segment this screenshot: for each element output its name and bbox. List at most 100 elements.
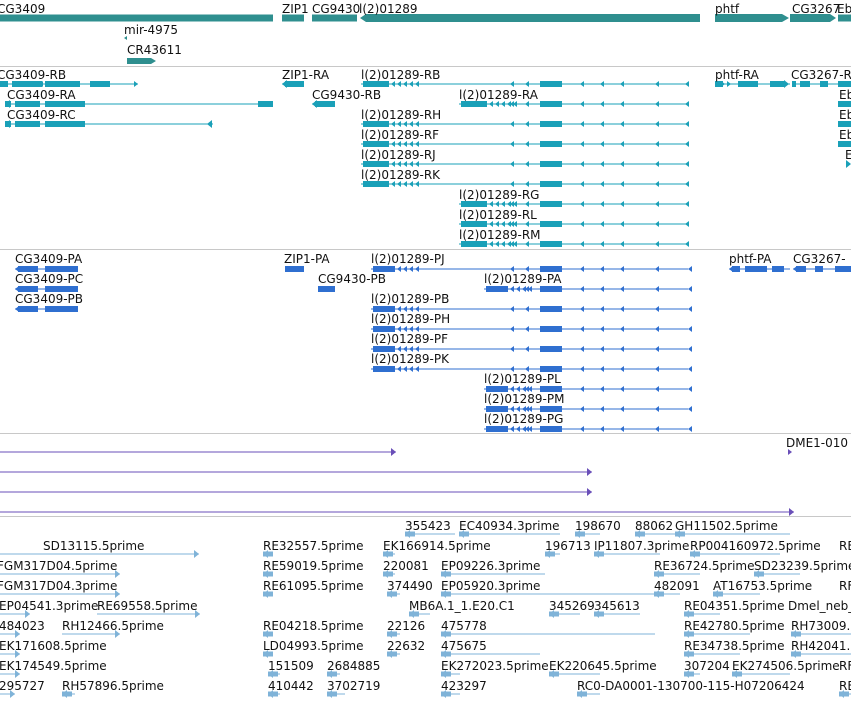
est-glyph[interactable] xyxy=(268,670,273,678)
transcript-glyph[interactable] xyxy=(461,201,487,207)
est-label[interactable]: EK272023.5prime xyxy=(441,659,549,673)
transcript-glyph[interactable] xyxy=(513,221,517,227)
transcript-glyph[interactable] xyxy=(397,121,401,127)
protein-glyph[interactable] xyxy=(516,286,520,292)
est-glyph[interactable] xyxy=(690,550,695,558)
est-label[interactable]: EK171608.5prime xyxy=(0,639,107,653)
transcript-glyph[interactable] xyxy=(403,181,407,187)
est-label[interactable]: RH57896.5prime xyxy=(62,679,164,693)
transcript-glyph[interactable] xyxy=(600,241,604,247)
transcript-glyph[interactable] xyxy=(391,141,395,147)
transcript-glyph[interactable] xyxy=(363,121,389,127)
transcript-glyph[interactable] xyxy=(5,100,10,108)
transcript-glyph[interactable] xyxy=(409,161,413,167)
gene-label[interactable]: l(2)01289 xyxy=(359,2,418,16)
protein-glyph[interactable] xyxy=(580,366,584,372)
transcript-glyph[interactable] xyxy=(507,241,511,247)
est-label[interactable]: 484023 xyxy=(0,619,45,633)
transcript-glyph[interactable] xyxy=(27,81,31,87)
transcript-glyph[interactable] xyxy=(391,181,395,187)
protein-glyph[interactable] xyxy=(540,426,562,432)
est-glyph[interactable] xyxy=(684,630,689,638)
transcript-label[interactable]: l(2)01289-RG xyxy=(459,188,540,202)
protein-glyph[interactable] xyxy=(522,406,526,412)
transcript-glyph[interactable] xyxy=(510,161,514,167)
transcript-glyph[interactable] xyxy=(540,181,562,187)
protein-glyph[interactable] xyxy=(510,306,514,312)
protein-glyph[interactable] xyxy=(516,426,520,432)
est-label[interactable]: EK174549.5prime xyxy=(0,659,107,673)
transcript-glyph[interactable] xyxy=(655,221,659,227)
transcript-glyph[interactable] xyxy=(792,81,796,87)
est-glyph[interactable] xyxy=(654,590,659,598)
transcript-glyph[interactable] xyxy=(685,101,689,107)
est-label[interactable]: 307204 xyxy=(684,659,730,673)
protein-glyph[interactable] xyxy=(600,286,604,292)
transcript-glyph[interactable] xyxy=(580,241,584,247)
protein-glyph[interactable] xyxy=(580,306,584,312)
protein-glyph[interactable] xyxy=(655,346,659,352)
est-label[interactable]: AT16753.5prime xyxy=(713,579,813,593)
transcript-glyph[interactable] xyxy=(415,141,419,147)
est-label[interactable]: RE32557.5prime xyxy=(263,539,364,553)
est-glyph[interactable] xyxy=(545,550,550,558)
protein-glyph[interactable] xyxy=(18,266,38,272)
protein-glyph[interactable] xyxy=(409,266,413,272)
transcript-glyph[interactable] xyxy=(655,181,659,187)
protein-label[interactable]: CG9430-PB xyxy=(318,272,387,286)
transcript-glyph[interactable] xyxy=(409,181,413,187)
transcript-glyph[interactable] xyxy=(282,80,287,88)
transcript-glyph[interactable] xyxy=(0,81,8,87)
transcript-glyph[interactable] xyxy=(403,141,407,147)
est-label[interactable]: GH11502.5prime xyxy=(675,519,778,533)
gene-glyph[interactable] xyxy=(127,58,156,64)
transcript-glyph[interactable] xyxy=(580,141,584,147)
transcript-label[interactable]: l(2)01289-RM xyxy=(459,228,541,242)
est-label[interactable]: RE xyxy=(839,679,851,693)
protein-glyph[interactable] xyxy=(403,306,407,312)
est-glyph[interactable] xyxy=(194,550,199,558)
protein-glyph[interactable] xyxy=(655,266,659,272)
protein-glyph[interactable] xyxy=(15,306,19,312)
protein-glyph[interactable] xyxy=(373,266,395,272)
transcript-glyph[interactable] xyxy=(495,101,499,107)
protein-glyph[interactable] xyxy=(403,266,407,272)
transcript-glyph[interactable] xyxy=(620,81,624,87)
transcript-glyph[interactable] xyxy=(715,81,723,87)
protein-glyph[interactable] xyxy=(510,406,514,412)
est-label[interactable]: EC40934.3prime xyxy=(459,519,560,533)
protein-glyph[interactable] xyxy=(835,266,851,272)
est-label[interactable]: 295727 xyxy=(0,679,45,693)
transcript-label[interactable]: CG9430-RB xyxy=(312,88,382,102)
transcript-glyph[interactable] xyxy=(507,201,511,207)
transcript-label[interactable]: l(2)01289-RK xyxy=(361,168,441,182)
transcript-glyph[interactable] xyxy=(655,201,659,207)
protein-glyph[interactable] xyxy=(655,286,659,292)
est-glyph[interactable] xyxy=(791,650,796,658)
protein-glyph[interactable] xyxy=(397,346,401,352)
protein-label[interactable]: CG3267- xyxy=(793,252,846,266)
protein-glyph[interactable] xyxy=(655,426,659,432)
protein-glyph[interactable] xyxy=(510,386,514,392)
est-glyph[interactable] xyxy=(732,670,737,678)
transcript-glyph[interactable] xyxy=(510,101,514,107)
protein-glyph[interactable] xyxy=(15,286,19,292)
transcript-glyph[interactable] xyxy=(391,121,395,127)
transcript-glyph[interactable] xyxy=(620,161,624,167)
protein-glyph[interactable] xyxy=(18,306,38,312)
transcript-glyph[interactable] xyxy=(600,101,604,107)
est-glyph[interactable] xyxy=(115,630,120,638)
transcript-glyph[interactable] xyxy=(403,121,407,127)
protein-glyph[interactable] xyxy=(688,326,692,332)
transcript-glyph[interactable] xyxy=(685,81,689,87)
transcript-glyph[interactable] xyxy=(21,81,25,87)
protein-glyph[interactable] xyxy=(655,406,659,412)
transcript-label[interactable]: Eb xyxy=(839,88,851,102)
transcript-glyph[interactable] xyxy=(540,121,562,127)
transcript-label[interactable]: CG3409-RB xyxy=(0,68,67,82)
protein-glyph[interactable] xyxy=(688,286,692,292)
transcript-glyph[interactable] xyxy=(409,141,413,147)
protein-glyph[interactable] xyxy=(373,346,395,352)
est-glyph[interactable] xyxy=(15,670,20,678)
protein-glyph[interactable] xyxy=(285,266,304,272)
